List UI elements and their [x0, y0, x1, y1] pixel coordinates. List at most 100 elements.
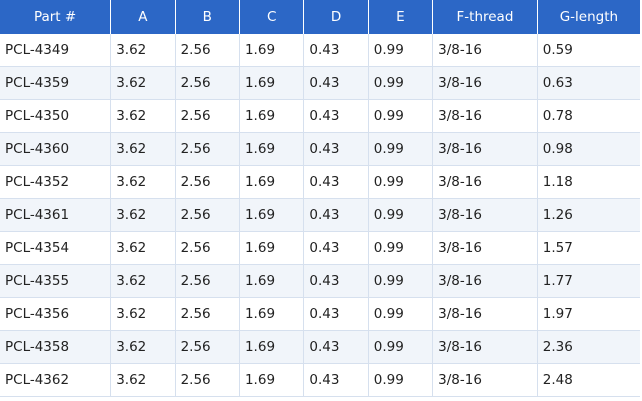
- cell-e: 0.99: [368, 198, 434, 232]
- cell-g-length: 0.78: [537, 99, 640, 133]
- cell-d: 0.43: [303, 34, 369, 67]
- cell-e: 0.99: [368, 363, 434, 397]
- cell-a: 3.62: [110, 34, 176, 67]
- cell-f-thread: 3/8-16: [432, 99, 538, 133]
- table-row: PCL-4350 3.62 2.56 1.69 0.43 0.99 3/8-16 0.78: [0, 99, 640, 133]
- cell-a: 3.62: [110, 231, 176, 265]
- cell-b: 2.56: [175, 99, 240, 133]
- cell-f-thread: 3/8-16: [432, 231, 538, 265]
- header-g-length: G-length: [537, 0, 640, 34]
- cell-part-number: PCL-4359: [0, 66, 112, 100]
- cell-d: 0.43: [303, 99, 369, 133]
- cell-part-number: PCL-4354: [0, 231, 112, 265]
- cell-part-number: PCL-4350: [0, 99, 112, 133]
- cell-g-length: 1.26: [537, 198, 640, 232]
- table-header: Part # A B C D E F-thread G-length: [0, 0, 640, 34]
- cell-g-length: 0.98: [537, 132, 640, 166]
- cell-a: 3.62: [110, 264, 176, 298]
- cell-part-number: PCL-4356: [0, 297, 112, 331]
- table-row: PCL-4354 3.62 2.56 1.69 0.43 0.99 3/8-16 1.57: [0, 231, 640, 265]
- cell-a: 3.62: [110, 99, 176, 133]
- cell-f-thread: 3/8-16: [432, 132, 538, 166]
- header-f-thread: F-thread: [432, 0, 538, 34]
- cell-b: 2.56: [175, 264, 240, 298]
- cell-g-length: 2.48: [537, 363, 640, 397]
- cell-a: 3.62: [110, 66, 176, 100]
- cell-f-thread: 3/8-16: [432, 66, 538, 100]
- cell-d: 0.43: [303, 231, 369, 265]
- cell-c: 1.69: [239, 297, 305, 331]
- cell-f-thread: 3/8-16: [432, 297, 538, 331]
- table-body: PCL-4349 3.62 2.56 1.69 0.43 0.99 3/8-16 0.59 PC…: [0, 34, 640, 397]
- cell-part-number: PCL-4355: [0, 264, 112, 298]
- header-b: B: [175, 0, 240, 34]
- cell-f-thread: 3/8-16: [432, 264, 538, 298]
- header-a: A: [110, 0, 176, 34]
- cell-c: 1.69: [239, 264, 305, 298]
- cell-e: 0.99: [368, 99, 434, 133]
- cell-g-length: 0.63: [537, 66, 640, 100]
- cell-a: 3.62: [110, 363, 176, 397]
- cell-b: 2.56: [175, 297, 240, 331]
- cell-c: 1.69: [239, 34, 305, 67]
- table-row: PCL-4356 3.62 2.56 1.69 0.43 0.99 3/8-16 1.97: [0, 297, 640, 331]
- cell-b: 2.56: [175, 34, 240, 67]
- cell-g-length: 1.77: [537, 264, 640, 298]
- header-row: Part # A B C D E F-thread G-length: [0, 0, 640, 34]
- cell-f-thread: 3/8-16: [432, 330, 538, 364]
- cell-g-length: 2.36: [537, 330, 640, 364]
- cell-e: 0.99: [368, 297, 434, 331]
- cell-e: 0.99: [368, 132, 434, 166]
- cell-g-length: 1.97: [537, 297, 640, 331]
- cell-b: 2.56: [175, 198, 240, 232]
- cell-e: 0.99: [368, 264, 434, 298]
- cell-d: 0.43: [303, 198, 369, 232]
- cell-e: 0.99: [368, 165, 434, 199]
- cell-d: 0.43: [303, 264, 369, 298]
- cell-d: 0.43: [303, 330, 369, 364]
- cell-f-thread: 3/8-16: [432, 198, 538, 232]
- cell-e: 0.99: [368, 231, 434, 265]
- cell-c: 1.69: [239, 99, 305, 133]
- table-row: PCL-4352 3.62 2.56 1.69 0.43 0.99 3/8-16 1.18: [0, 165, 640, 199]
- cell-a: 3.62: [110, 198, 176, 232]
- cell-b: 2.56: [175, 132, 240, 166]
- cell-a: 3.62: [110, 297, 176, 331]
- cell-g-length: 0.59: [537, 34, 640, 67]
- cell-c: 1.69: [239, 363, 305, 397]
- cell-b: 2.56: [175, 330, 240, 364]
- header-part-number: Part #: [0, 0, 112, 34]
- table-row: PCL-4349 3.62 2.56 1.69 0.43 0.99 3/8-16 0.59: [0, 34, 640, 67]
- cell-f-thread: 3/8-16: [432, 363, 538, 397]
- cell-g-length: 1.18: [537, 165, 640, 199]
- cell-d: 0.43: [303, 165, 369, 199]
- cell-a: 3.62: [110, 132, 176, 166]
- cell-b: 2.56: [175, 363, 240, 397]
- cell-c: 1.69: [239, 132, 305, 166]
- cell-b: 2.56: [175, 231, 240, 265]
- header-d: D: [303, 0, 369, 34]
- cell-d: 0.43: [303, 363, 369, 397]
- cell-b: 2.56: [175, 66, 240, 100]
- cell-c: 1.69: [239, 198, 305, 232]
- cell-c: 1.69: [239, 330, 305, 364]
- table-row: PCL-4362 3.62 2.56 1.69 0.43 0.99 3/8-16 2.48: [0, 363, 640, 397]
- cell-part-number: PCL-4349: [0, 34, 112, 67]
- cell-c: 1.69: [239, 66, 305, 100]
- cell-c: 1.69: [239, 165, 305, 199]
- header-e: E: [368, 0, 434, 34]
- cell-e: 0.99: [368, 66, 434, 100]
- cell-f-thread: 3/8-16: [432, 165, 538, 199]
- table-row: PCL-4355 3.62 2.56 1.69 0.43 0.99 3/8-16 1.77: [0, 264, 640, 298]
- cell-a: 3.62: [110, 165, 176, 199]
- cell-d: 0.43: [303, 132, 369, 166]
- cell-part-number: PCL-4361: [0, 198, 112, 232]
- cell-b: 2.56: [175, 165, 240, 199]
- cell-a: 3.62: [110, 330, 176, 364]
- table-row: PCL-4361 3.62 2.56 1.69 0.43 0.99 3/8-16 1.26: [0, 198, 640, 232]
- header-c: C: [239, 0, 305, 34]
- table-row: PCL-4360 3.62 2.56 1.69 0.43 0.99 3/8-16 0.98: [0, 132, 640, 166]
- cell-part-number: PCL-4358: [0, 330, 112, 364]
- cell-e: 0.99: [368, 330, 434, 364]
